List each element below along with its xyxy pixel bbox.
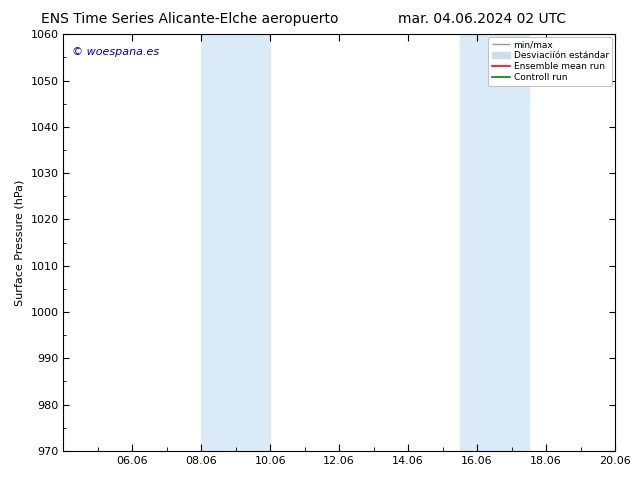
Y-axis label: Surface Pressure (hPa): Surface Pressure (hPa)	[15, 179, 25, 306]
Legend: min/max, Desviaciíón estándar, Ensemble mean run, Controll run: min/max, Desviaciíón estándar, Ensemble …	[488, 37, 612, 86]
Text: mar. 04.06.2024 02 UTC: mar. 04.06.2024 02 UTC	[398, 12, 566, 26]
Bar	[460, 34, 529, 451]
Bar	[202, 34, 270, 451]
Text: ENS Time Series Alicante-Elche aeropuerto: ENS Time Series Alicante-Elche aeropuert…	[41, 12, 339, 26]
Text: © woespana.es: © woespana.es	[72, 47, 158, 57]
